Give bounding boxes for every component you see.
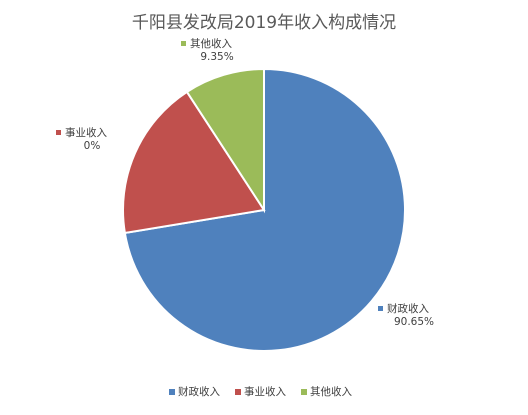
data-label-value-fiscal: 90.65% (394, 316, 434, 328)
pie-slices (122, 67, 406, 352)
data-label-name-fiscal: 财政收入 (387, 302, 429, 315)
legend-item-fiscal: 财政收入 (169, 385, 220, 398)
data-label-marker-fiscal (378, 306, 383, 311)
legend-swatch-fiscal (169, 389, 175, 395)
legend-label-business: 事业收入 (244, 385, 286, 398)
legend-item-other: 其他收入 (301, 385, 352, 398)
data-label-name-other: 其他收入 (190, 37, 232, 50)
data-label-marker-other (181, 41, 186, 46)
chart-title: 千阳县发改局2019年收入构成情况 (132, 13, 396, 33)
data-label-name-business: 事业收入 (65, 126, 107, 139)
legend-label-fiscal: 财政收入 (178, 385, 220, 398)
pie-slice-business (122, 90, 266, 235)
legend-swatch-business (235, 389, 241, 395)
pie-slice-other (185, 67, 265, 214)
legend-swatch-other (301, 389, 307, 395)
legend-label-other: 其他收入 (310, 385, 352, 398)
legend-item-business: 事业收入 (235, 385, 286, 398)
legend: 财政收入 事业收入 其他收入 (169, 385, 352, 398)
data-label-value-other: 9.35% (200, 51, 233, 63)
data-label-marker-business (56, 130, 61, 135)
data-label-value-business: 0% (84, 140, 101, 152)
